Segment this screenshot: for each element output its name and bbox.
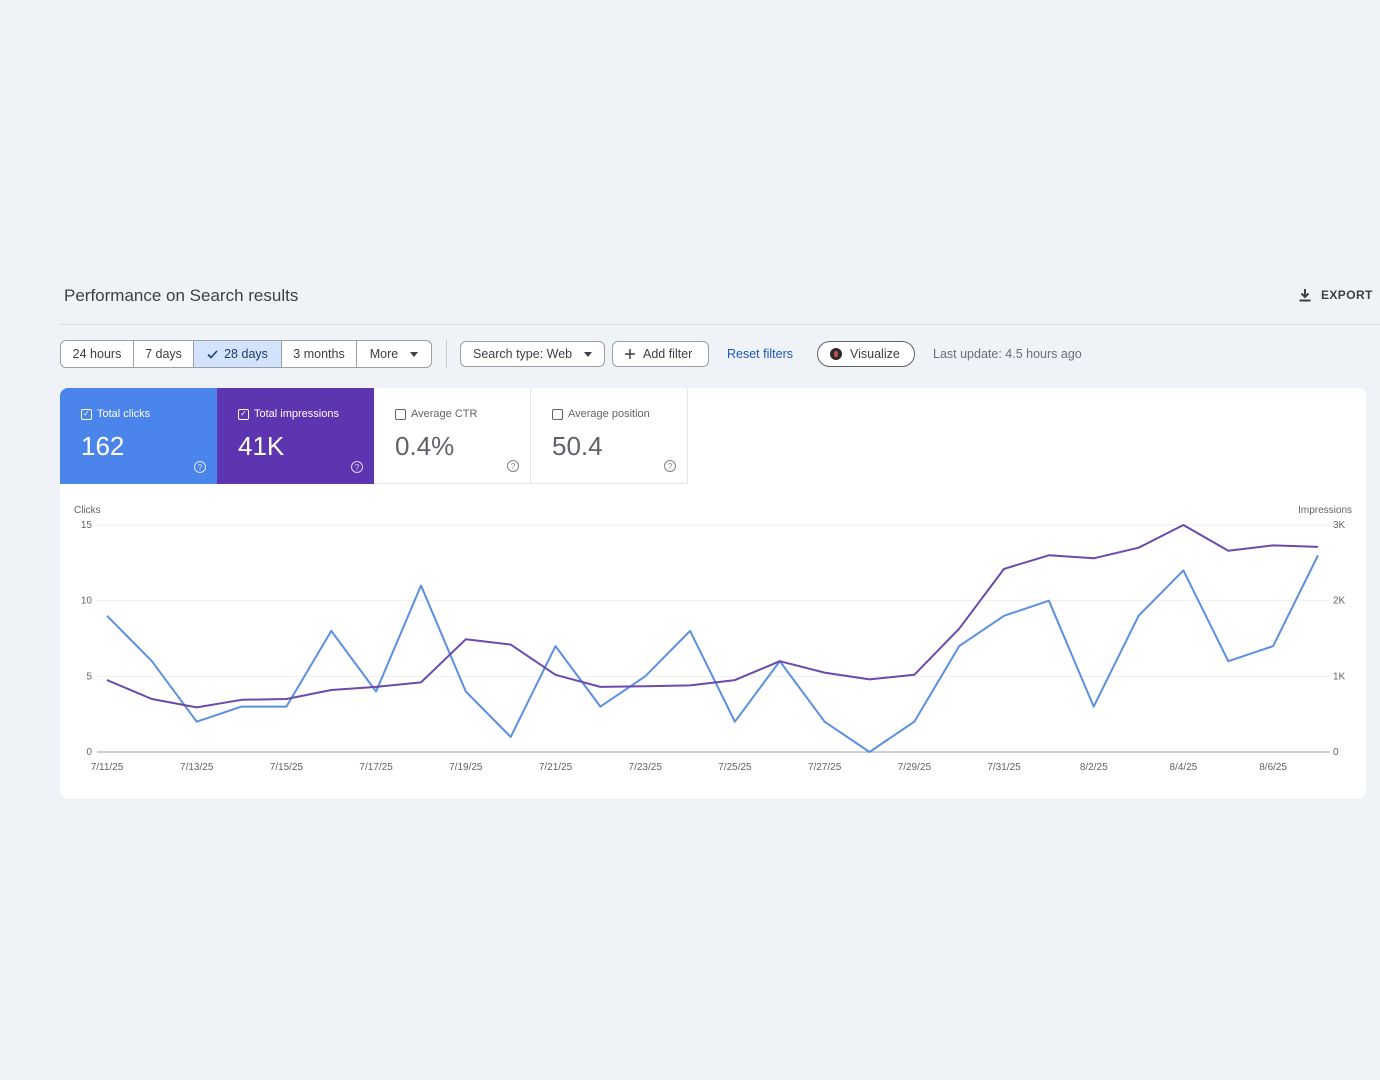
x-tick-label: 7/21/25 <box>539 762 573 773</box>
help-icon[interactable]: ? <box>194 461 206 473</box>
x-tick-label: 7/13/25 <box>180 762 214 773</box>
last-update-text: Last update: 4.5 hours ago <box>933 347 1082 361</box>
metric-value: 50.4 <box>552 431 603 461</box>
y-left-tick-label: 5 <box>86 671 92 682</box>
caret-down-icon <box>584 351 592 357</box>
range-label: More <box>369 347 399 361</box>
range-label: 3 months <box>293 347 345 361</box>
range-7-days[interactable]: 7 days <box>134 341 194 367</box>
metric-label: Average position <box>568 408 650 420</box>
metric-label-row: ✓ Total impressions <box>238 408 374 420</box>
performance-card: ✓ Total clicks 162 ? ✓ Total impressions… <box>60 388 1366 799</box>
x-tick-label: 7/11/25 <box>91 762 124 773</box>
y-left-tick-label: 15 <box>81 520 93 531</box>
search-type-dropdown[interactable]: Search type: Web <box>460 341 605 367</box>
metric-value: 0.4% <box>395 431 455 461</box>
metric-label: Total impressions <box>254 408 339 420</box>
metric-value: 41K <box>238 431 285 461</box>
y-right-tick-label: 3K <box>1333 520 1346 531</box>
export-button[interactable]: EXPORT <box>1298 288 1373 302</box>
metric-label-row: Average CTR <box>395 408 530 420</box>
range-more-dropdown[interactable]: More <box>357 341 431 367</box>
x-tick-label: 7/31/25 <box>987 762 1021 773</box>
metric-value: 162 <box>81 431 125 461</box>
range-24-hours[interactable]: 24 hours <box>61 341 134 367</box>
x-tick-label: 7/27/25 <box>808 762 842 773</box>
metric-label: Average CTR <box>411 408 478 420</box>
range-label: 28 days <box>224 347 268 361</box>
download-icon <box>1299 289 1311 302</box>
range-28-days[interactable]: 28 days <box>194 341 282 367</box>
y-left-axis-label: Clicks <box>74 505 101 516</box>
x-tick-label: 7/23/25 <box>629 762 663 773</box>
add-filter-label: Add filter <box>643 347 693 361</box>
visualize-icon <box>830 348 842 360</box>
checkbox-unchecked-icon[interactable] <box>395 408 406 420</box>
caret-down-icon <box>410 351 419 357</box>
page-title: Performance on Search results <box>64 286 299 305</box>
metric-average-position[interactable]: Average position 50.4 ? <box>531 388 688 484</box>
series-line-impressions <box>106 524 1319 709</box>
x-tick-label: 8/6/25 <box>1259 762 1287 773</box>
x-tick-label: 8/4/25 <box>1170 762 1198 773</box>
y-right-tick-label: 1K <box>1333 671 1346 682</box>
checkbox-checked-icon[interactable]: ✓ <box>81 408 92 420</box>
range-label: 24 hours <box>72 347 122 361</box>
metric-label-row: ✓ Total clicks <box>81 408 217 420</box>
range-3-months[interactable]: 3 months <box>282 341 357 367</box>
x-tick-label: 8/2/25 <box>1080 762 1108 773</box>
help-icon[interactable]: ? <box>351 461 363 473</box>
x-tick-label: 7/29/25 <box>898 762 932 773</box>
x-tick-label: 7/19/25 <box>449 762 483 773</box>
x-tick-label: 7/15/25 <box>270 762 304 773</box>
x-tick-label: 7/25/25 <box>718 762 752 773</box>
help-icon[interactable]: ? <box>507 460 519 472</box>
visualize-button[interactable]: Visualize <box>817 341 915 367</box>
range-label: 7 days <box>145 347 182 361</box>
y-left-tick-label: 0 <box>86 747 92 758</box>
add-filter-button[interactable]: Add filter <box>612 341 709 367</box>
reset-filters-link[interactable]: Reset filters <box>727 347 793 361</box>
metric-total-impressions[interactable]: ✓ Total impressions 41K ? <box>217 388 374 484</box>
date-range-selector: 24 hours 7 days 28 days 3 months More <box>60 340 432 368</box>
filter-toolbar: 24 hours 7 days 28 days 3 months More Se… <box>60 340 1082 368</box>
y-left-tick-label: 10 <box>81 596 93 607</box>
y-right-tick-label: 0 <box>1333 747 1339 758</box>
series-line-clicks <box>106 554 1319 753</box>
search-type-label: Search type: Web <box>473 347 573 361</box>
x-tick-label: 7/17/25 <box>359 762 393 773</box>
metric-label-row: Average position <box>552 408 687 420</box>
checkmark-icon <box>207 349 218 359</box>
y-right-axis-label: Impressions <box>1298 505 1352 516</box>
metric-label: Total clicks <box>97 408 151 420</box>
checkbox-checked-icon[interactable]: ✓ <box>238 408 249 420</box>
metric-total-clicks[interactable]: ✓ Total clicks 162 ? <box>60 388 217 484</box>
y-right-tick-label: 2K <box>1333 596 1346 607</box>
help-icon[interactable]: ? <box>664 460 676 472</box>
checkbox-unchecked-icon[interactable] <box>552 408 563 420</box>
export-label: EXPORT <box>1321 288 1373 302</box>
plus-icon <box>625 349 635 359</box>
performance-chart: 0 0 5 1K 10 2K 15 3K Clicks Impressions 7/11/25 7/1… <box>74 505 1352 773</box>
header-divider <box>60 324 1380 325</box>
metric-average-ctr[interactable]: Average CTR 0.4% ? <box>374 388 531 484</box>
visualize-label: Visualize <box>850 347 900 361</box>
toolbar-separator <box>446 340 447 368</box>
